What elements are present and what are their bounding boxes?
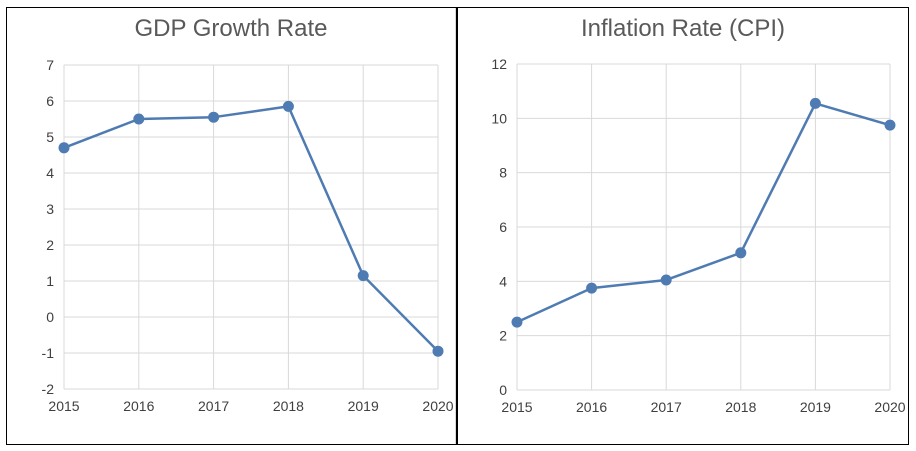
- panel-divider: [456, 7, 458, 445]
- gdp-xtick-label: 2017: [198, 398, 229, 414]
- gdp-xtick-label: 2020: [422, 398, 453, 414]
- inflation-chart-title: Inflation Rate (CPI): [580, 15, 786, 42]
- cpi-xtick-label: 2015: [501, 399, 532, 415]
- cpi-ytick-label: 12: [491, 56, 507, 72]
- gdp-ytick-label: 5: [46, 129, 54, 145]
- gdp-data-point: [208, 111, 220, 123]
- cpi-data-point: [735, 247, 747, 259]
- cpi-data-point: [884, 119, 896, 131]
- gdp-ytick-label: 2: [46, 237, 54, 253]
- cpi-xtick-label: 2017: [651, 399, 682, 415]
- gdp-ytick-label: 6: [46, 93, 54, 109]
- gdp-xtick-label: 2016: [123, 398, 154, 414]
- gdp-data-point: [357, 270, 369, 282]
- cpi-series-line: [516, 102, 891, 324]
- gdp-data-point: [133, 113, 145, 125]
- cpi-ytick-label: 10: [491, 110, 507, 126]
- gdp-xtick-label: 2018: [273, 398, 304, 414]
- cpi-data-point: [660, 274, 672, 286]
- gdp-series-line: [63, 105, 439, 353]
- cpi-data-point: [809, 97, 821, 109]
- cpi-ytick-label: 2: [499, 328, 507, 344]
- cpi-xtick-label: 2019: [800, 399, 831, 415]
- gdp-chart-panel: GDP Growth Rate 7 6 5 4 3 2 1 0 -1 -2 2015 2016 2017…: [6, 7, 456, 445]
- gdp-ytick-label: 4: [46, 165, 54, 181]
- cpi-xtick-label: 2018: [725, 399, 756, 415]
- gdp-data-point: [58, 142, 70, 154]
- gdp-data-point: [282, 100, 294, 112]
- cpi-xtick-label: 2016: [576, 399, 607, 415]
- cpi-ytick-label: 8: [499, 165, 507, 181]
- cpi-ytick-label: 0: [499, 382, 507, 398]
- gdp-xtick-label: 2015: [48, 398, 79, 414]
- gdp-chart-title: GDP Growth Rate: [134, 15, 328, 42]
- cpi-data-point: [511, 316, 523, 328]
- inflation-chart-panel: Inflation Rate (CPI) 12 10 8 6 4 2 0 2015 2016 20…: [457, 7, 909, 445]
- gdp-xtick-label: 2019: [348, 398, 379, 414]
- gdp-ytick-label: 1: [46, 273, 54, 289]
- gdp-ytick-label: 0: [46, 309, 54, 325]
- cpi-ytick-label: 6: [499, 219, 507, 235]
- cpi-data-point: [586, 282, 598, 294]
- gdp-data-point: [432, 345, 444, 357]
- gdp-ytick-label: 3: [46, 201, 54, 217]
- gdp-ytick-label: 7: [46, 57, 54, 73]
- cpi-xtick-label: 2020: [874, 399, 905, 415]
- gdp-ytick-label: -1: [42, 345, 55, 361]
- gdp-ytick-label: -2: [42, 381, 55, 397]
- cpi-ytick-label: 4: [499, 273, 507, 289]
